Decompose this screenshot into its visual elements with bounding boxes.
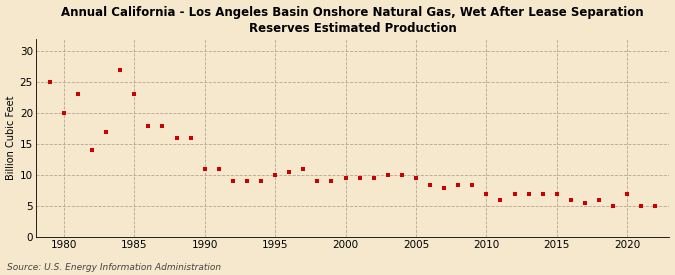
- Point: [566, 198, 576, 202]
- Title: Annual California - Los Angeles Basin Onshore Natural Gas, Wet After Lease Separ: Annual California - Los Angeles Basin On…: [61, 6, 644, 35]
- Point: [326, 179, 337, 184]
- Point: [171, 136, 182, 140]
- Point: [537, 192, 548, 196]
- Point: [157, 123, 168, 128]
- Point: [481, 192, 492, 196]
- Point: [242, 179, 252, 184]
- Point: [59, 111, 70, 115]
- Point: [396, 173, 407, 177]
- Text: Source: U.S. Energy Information Administration: Source: U.S. Energy Information Administ…: [7, 263, 221, 272]
- Point: [410, 176, 421, 181]
- Point: [298, 167, 308, 171]
- Point: [580, 201, 591, 205]
- Point: [608, 204, 618, 208]
- Point: [369, 176, 379, 181]
- Point: [143, 123, 154, 128]
- Point: [101, 130, 111, 134]
- Point: [354, 176, 365, 181]
- Point: [115, 67, 126, 72]
- Point: [312, 179, 323, 184]
- Point: [453, 182, 464, 187]
- Point: [185, 136, 196, 140]
- Point: [425, 182, 435, 187]
- Point: [650, 204, 661, 208]
- Point: [622, 192, 632, 196]
- Point: [383, 173, 394, 177]
- Point: [340, 176, 351, 181]
- Point: [551, 192, 562, 196]
- Point: [45, 80, 55, 84]
- Point: [199, 167, 210, 171]
- Point: [256, 179, 267, 184]
- Point: [467, 182, 478, 187]
- Point: [495, 198, 506, 202]
- Point: [439, 185, 450, 190]
- Point: [284, 170, 294, 174]
- Point: [270, 173, 281, 177]
- Y-axis label: Billion Cubic Feet: Billion Cubic Feet: [5, 96, 16, 180]
- Point: [129, 92, 140, 97]
- Point: [213, 167, 224, 171]
- Point: [73, 92, 84, 97]
- Point: [523, 192, 534, 196]
- Point: [509, 192, 520, 196]
- Point: [86, 148, 97, 153]
- Point: [636, 204, 647, 208]
- Point: [227, 179, 238, 184]
- Point: [593, 198, 604, 202]
